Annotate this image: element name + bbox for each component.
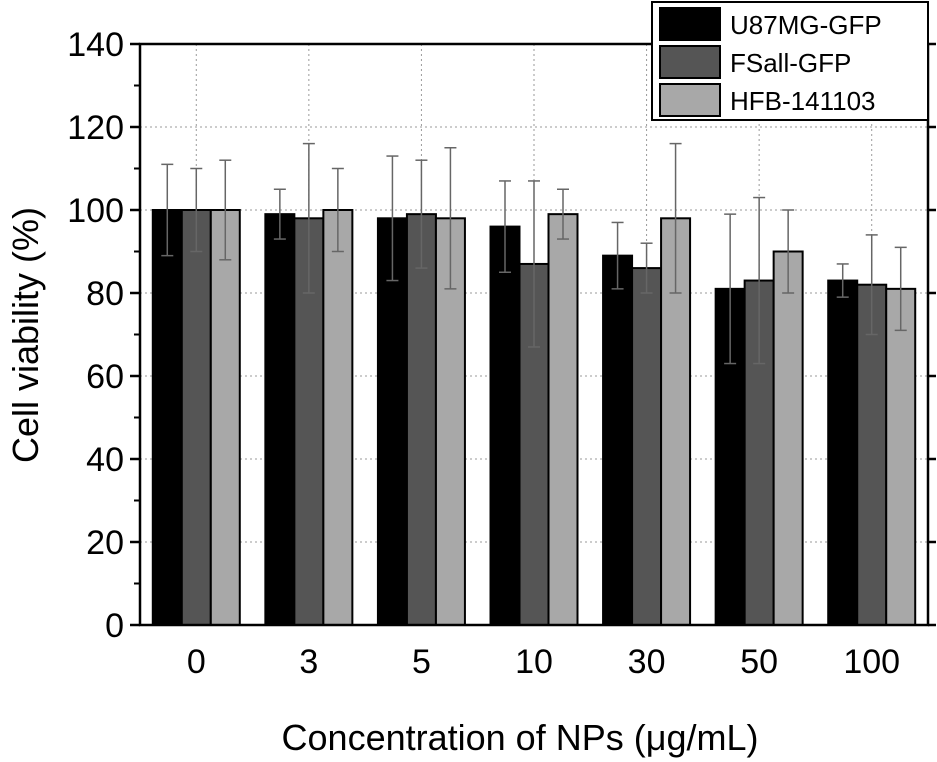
error-bar: [161, 163, 174, 257]
bar: [602, 254, 634, 626]
error-bar: [557, 188, 569, 240]
legend-entry: HFB-141103: [659, 83, 876, 117]
error-bar: [640, 242, 653, 294]
x-tick-label: 10: [515, 643, 553, 681]
legend-label: U87MG-GFP: [730, 10, 882, 40]
bar: [264, 213, 296, 626]
error-bar: [669, 142, 682, 294]
y-tick-label: 40: [86, 441, 124, 479]
y-tick-label: 80: [86, 275, 124, 313]
error-bar: [219, 159, 232, 261]
bar: [405, 213, 437, 626]
legend-entry: U87MG-GFP: [659, 7, 882, 41]
error-bar: [190, 167, 203, 253]
error-bar: [611, 221, 624, 290]
legend-swatch: [659, 45, 721, 79]
y-tick-label: 100: [67, 192, 124, 230]
legend-label: FSall-GFP: [730, 48, 851, 78]
tick-labels: 0 20 40 60 80 100 120 140 0 3 5 10 30 50 100: [67, 26, 900, 681]
legend-label: HFB-141103: [730, 86, 876, 116]
error-bar: [528, 180, 540, 348]
bar: [631, 267, 663, 626]
y-tick-label: 20: [86, 524, 124, 562]
bar: [547, 213, 579, 626]
x-tick-label: 3: [299, 643, 318, 681]
legend: U87MG-GFP FSall-GFP HFB-141103: [651, 1, 929, 121]
error-bar: [865, 234, 878, 336]
y-axis-title: Cell viability (%): [5, 207, 46, 463]
legend-entry: FSall-GFP: [659, 45, 851, 79]
x-tick-label: 5: [412, 643, 431, 681]
y-tick-label: 60: [86, 358, 124, 396]
bar: [151, 209, 183, 626]
legend-swatch: [659, 83, 721, 117]
bar: [209, 209, 241, 626]
error-bar: [782, 209, 795, 294]
error-bar: [415, 159, 428, 269]
bar: [489, 225, 521, 626]
bar: [322, 209, 354, 626]
error-bar: [724, 213, 737, 365]
legend-swatch: [659, 7, 721, 41]
y-tick-label: 120: [67, 109, 124, 147]
x-tick-label: 50: [740, 643, 778, 681]
error-bar: [444, 147, 457, 290]
error-bar: [331, 167, 344, 253]
x-tick-label: 0: [187, 643, 206, 681]
error-bar: [386, 155, 399, 282]
error-bar: [894, 246, 907, 332]
error-bar: [302, 142, 315, 294]
y-tick-label: 0: [105, 607, 124, 645]
error-bar: [273, 188, 286, 240]
error-bar: [836, 263, 849, 298]
x-axis-title: Concentration of NPs (μg/mL): [282, 717, 759, 758]
bar: [772, 250, 804, 626]
error-bar: [499, 180, 511, 273]
bar: [885, 287, 917, 626]
x-tick-label: 30: [628, 643, 666, 681]
bar: [827, 279, 859, 626]
bar: [856, 283, 888, 626]
error-bars: [161, 142, 907, 365]
x-tick-label: 100: [843, 643, 900, 681]
plot-frame: [138, 42, 930, 627]
y-tick-label: 140: [67, 26, 124, 64]
bar: [180, 209, 212, 626]
error-bar: [753, 196, 766, 365]
bar: [660, 217, 692, 627]
axes: [130, 42, 936, 627]
